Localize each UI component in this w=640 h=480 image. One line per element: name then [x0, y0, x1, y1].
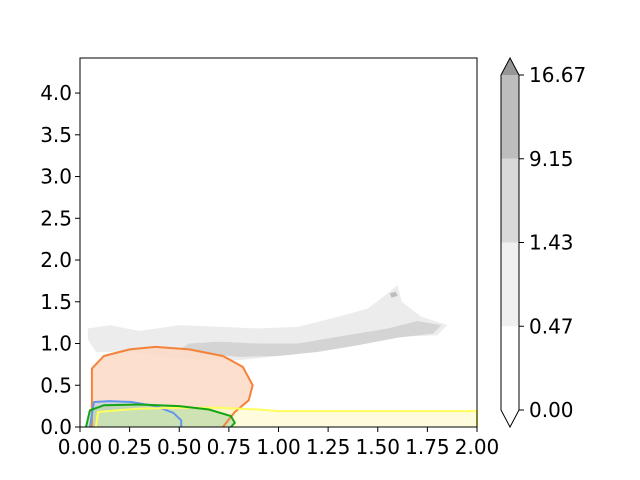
colorbar-band-3	[501, 75, 519, 159]
x-tick-label: 1.25	[306, 435, 351, 459]
x-tick-label: 1.75	[405, 435, 450, 459]
x-tick-label: 0.00	[58, 435, 103, 459]
colorbar-tick-label: 1.43	[529, 231, 574, 255]
colorbar-tick-label: 0.47	[529, 314, 574, 338]
plot-area	[85, 285, 478, 428]
colorbar-extend-top	[501, 58, 519, 75]
colorbar-band-2	[501, 158, 519, 243]
x-tick-label: 0.75	[207, 435, 252, 459]
colorbar-band-0	[501, 326, 519, 410]
y-tick-label: 2.5	[40, 206, 72, 230]
colorbar-tick-label: 9.15	[529, 147, 574, 171]
x-axis: 0.00 0.25 0.50 0.75 1.00 1.25 1.50 1.75 2.00	[58, 427, 500, 459]
colorbar: 0.00 0.47 1.43 9.15 16.67	[500, 56, 586, 429]
series-line-0	[90, 345, 254, 428]
x-tick-label: 1.00	[256, 435, 301, 459]
colorbar-tick-label: 16.67	[529, 63, 586, 87]
y-tick-label: 1.0	[40, 332, 72, 356]
y-tick-label: 1.5	[40, 290, 72, 314]
x-tick-label: 0.25	[107, 435, 152, 459]
y-tick-label: 0.5	[40, 373, 72, 397]
series-line-2	[94, 406, 478, 428]
density-region-1	[179, 321, 442, 357]
colorbar-tick-label: 0.00	[529, 398, 574, 422]
x-tick-label: 0.50	[157, 435, 202, 459]
density-region-2	[389, 291, 398, 298]
y-tick-label: 3.0	[40, 165, 72, 189]
y-axis: 0.0 0.5 1.0 1.5 2.0 2.5 3.0 3.5 4.0	[40, 81, 80, 439]
x-tick-label: 2.00	[455, 435, 500, 459]
y-tick-label: 3.5	[40, 123, 72, 147]
x-tick-label: 1.50	[355, 435, 400, 459]
y-tick-label: 0.0	[40, 415, 72, 439]
series-line-3	[85, 403, 236, 428]
y-tick-label: 4.0	[40, 81, 72, 105]
colorbar-band-1	[501, 242, 519, 327]
colorbar-extend-bottom	[501, 410, 519, 427]
y-tick-label: 2.0	[40, 248, 72, 272]
